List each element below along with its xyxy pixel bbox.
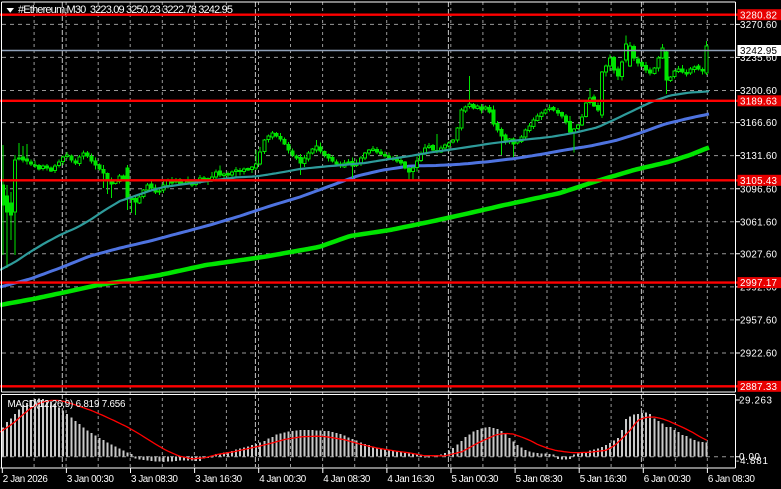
svg-text:MACD(12,26,9) 6.819 7.656: MACD(12,26,9) 6.819 7.656 [8,399,127,410]
svg-text:3270.60: 3270.60 [740,20,778,31]
svg-text:4 Jan 00:30: 4 Jan 00:30 [259,474,307,485]
svg-text:4 Jan 16:30: 4 Jan 16:30 [387,474,435,485]
svg-text:3242.95: 3242.95 [740,46,778,57]
svg-text:2887.33: 2887.33 [740,382,778,393]
svg-text:5 Jan 16:30: 5 Jan 16:30 [580,474,628,485]
svg-text:3 Jan 08:30: 3 Jan 08:30 [131,474,179,485]
svg-text:3 Jan 00:30: 3 Jan 00:30 [67,474,115,485]
svg-text:3131.60: 3131.60 [740,151,778,162]
svg-text:2 Jan 2026: 2 Jan 2026 [3,474,49,485]
svg-text:3235.60: 3235.60 [740,53,778,64]
svg-text:3096.60: 3096.60 [740,184,778,195]
svg-text:29.263: 29.263 [739,396,773,407]
svg-text:#Ethereum,M30 3223.09 3250.23: #Ethereum,M30 3223.09 3250.23 3222.78 32… [18,4,233,16]
svg-text:4 Jan 08:30: 4 Jan 08:30 [323,474,371,485]
svg-text:3061.60: 3061.60 [740,217,778,228]
svg-text:3027.60: 3027.60 [740,249,778,260]
svg-text:6 Jan 00:30: 6 Jan 00:30 [644,474,692,485]
svg-text:3280.82: 3280.82 [740,10,777,21]
svg-text:2957.60: 2957.60 [740,316,778,327]
svg-text:5 Jan 00:30: 5 Jan 00:30 [452,474,500,485]
svg-text:3166.60: 3166.60 [740,118,778,129]
svg-text:2997.17: 2997.17 [740,278,777,289]
svg-text:5 Jan 08:30: 5 Jan 08:30 [516,474,564,485]
svg-text:3 Jan 16:30: 3 Jan 16:30 [195,474,243,485]
svg-text:2922.60: 2922.60 [740,349,778,360]
svg-text:6 Jan 08:30: 6 Jan 08:30 [708,474,756,485]
svg-text:0.00: 0.00 [739,452,761,463]
svg-text:-4.881: -4.881 [736,456,768,467]
svg-text:3105.43: 3105.43 [740,176,778,187]
svg-text:3189.63: 3189.63 [740,96,778,107]
svg-text:3200.60: 3200.60 [740,86,778,97]
